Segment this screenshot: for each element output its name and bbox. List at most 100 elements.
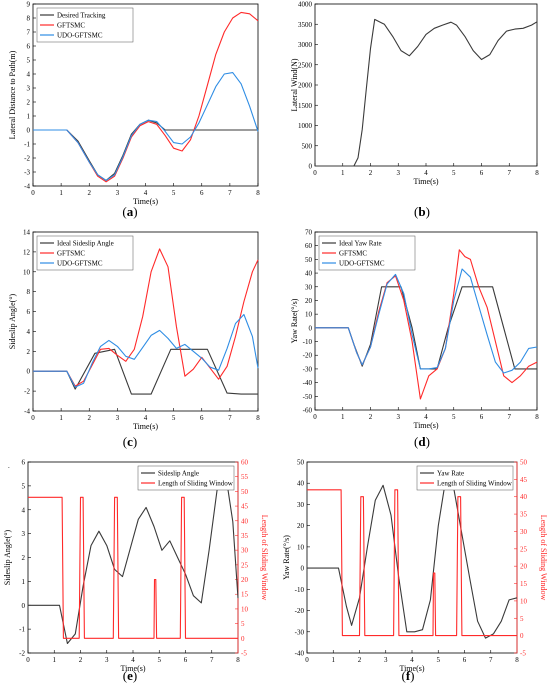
x-axis-label: Time(s) bbox=[120, 664, 145, 673]
panel-caption: (e) bbox=[123, 668, 137, 683]
legend-label: Length of Sliding Window bbox=[158, 480, 234, 488]
y-axis-label: Sideslip Angle(°) bbox=[8, 293, 17, 349]
y-tick-label: 6 bbox=[27, 43, 31, 51]
y-tick-label: -40 bbox=[303, 379, 313, 387]
x-tick-label: 8 bbox=[256, 414, 260, 422]
legend-box bbox=[416, 465, 514, 491]
x-tick-label: 8 bbox=[256, 189, 260, 197]
chart-f: 0 1 2 3 4 5 6 7 8Time(s)-40-30-20-1001020304050Y… bbox=[282, 459, 548, 684]
x-tick-label: 7 bbox=[228, 189, 232, 197]
y-tick-label: 0 bbox=[27, 368, 31, 376]
y2-tick-label: 40 bbox=[241, 517, 249, 525]
y2-tick-label: 35 bbox=[520, 511, 528, 519]
legend-label: Ideal Sideslip Angle bbox=[57, 240, 114, 248]
legend-label: UDO-GFTSMC bbox=[339, 260, 385, 268]
y-tick-label: 5 bbox=[27, 57, 31, 65]
y-axis-label: Lateral Wind(N) bbox=[290, 58, 299, 111]
y-tick-label: 30 bbox=[305, 283, 313, 291]
y-tick-label: 20 bbox=[297, 522, 305, 530]
x-tick-label: 0 bbox=[26, 656, 30, 664]
x-tick-label: 1 bbox=[53, 656, 57, 664]
x-axis-label: Time(s) bbox=[133, 197, 158, 206]
y-tick-label: 10 bbox=[297, 543, 305, 551]
y2-tick-label: 5 bbox=[520, 615, 524, 623]
y-tick-label: -4 bbox=[24, 183, 30, 191]
panel-caption: (c) bbox=[123, 434, 137, 449]
y-tick-label: -10 bbox=[295, 586, 305, 594]
y-tick-label: 1 bbox=[27, 113, 31, 121]
y-tick-label: 5 bbox=[22, 482, 26, 490]
x-tick-label: 8 bbox=[535, 413, 539, 421]
x-tick-label: 4 bbox=[424, 413, 428, 421]
x-tick-label: 4 bbox=[144, 189, 148, 197]
x-tick-label: 0 bbox=[313, 413, 317, 421]
y2-tick-label: 20 bbox=[241, 576, 249, 584]
legend: Sideslip Angle Length of Sliding Window bbox=[137, 465, 235, 491]
legend-label: GFTSMC bbox=[57, 250, 85, 258]
plot-frame bbox=[314, 3, 538, 167]
series-line-gftsmc bbox=[33, 11, 259, 183]
y2-tick-label: 25 bbox=[241, 561, 249, 569]
x-tick-label: 7 bbox=[508, 169, 512, 177]
y-tick-label: -40 bbox=[295, 650, 305, 658]
series-line-udo-gftsmc bbox=[33, 313, 259, 388]
x-tick-label: 5 bbox=[158, 656, 162, 664]
y-tick-label: 3500 bbox=[298, 21, 313, 29]
y2-tick-label: 15 bbox=[520, 580, 528, 588]
x-tick-label: 4 bbox=[144, 414, 148, 422]
chart-b: 0 1 2 3 4 5 6 7 8 Time(s) 0 500 1000 1500 2000 2500 3000… bbox=[290, 1, 539, 220]
y-tick-label: 0 bbox=[309, 163, 313, 171]
y-tick-label: -30 bbox=[303, 365, 313, 373]
x-tick-label: 3 bbox=[397, 413, 401, 421]
y-tick-label: 6 bbox=[27, 308, 31, 316]
y-tick-label: 3 bbox=[22, 530, 26, 538]
legend-label: Ideal Yaw Rate bbox=[339, 240, 382, 248]
y-tick-label: 4 bbox=[27, 328, 31, 336]
y-tick-label: -60 bbox=[303, 407, 313, 415]
x-tick-label: 5 bbox=[172, 414, 176, 422]
x-tick-label: 3 bbox=[105, 656, 109, 664]
y-tick-label: -1 bbox=[24, 141, 30, 149]
y-tick-label: 1500 bbox=[298, 102, 313, 110]
legend-label: Length of Sliding Window bbox=[437, 480, 513, 488]
x-tick-label: 4 bbox=[410, 656, 414, 664]
x-axis-label: Time(s) bbox=[133, 422, 158, 431]
y-tick-label: 0 bbox=[22, 602, 26, 610]
x-axis-label: Time(s) bbox=[413, 421, 438, 430]
plot-frame bbox=[306, 461, 518, 654]
y-tick-label: 20 bbox=[305, 297, 313, 305]
panel-caption: (a) bbox=[122, 204, 137, 219]
x-tick-label: 6 bbox=[184, 656, 188, 664]
y-tick-label: 10 bbox=[305, 311, 313, 319]
panel-caption: (f) bbox=[401, 668, 414, 683]
y2-tick-label: 50 bbox=[520, 459, 528, 467]
y-tick-label: 3000 bbox=[298, 41, 313, 49]
y2-tick-label: 35 bbox=[241, 532, 249, 540]
chart-d: 0 1 2 3 4 5 6 7 8 Time(s) -60 -50 -40 -30 -20 -10 0 10 20 3… bbox=[290, 229, 539, 450]
x-tick-label: 7 bbox=[489, 656, 493, 664]
y2-axis-label: Length of Sliding Window bbox=[539, 515, 548, 601]
y-tick-label: -2 bbox=[24, 155, 30, 163]
y-tick-label: 4000 bbox=[298, 1, 313, 9]
y-tick-label: 12 bbox=[23, 248, 31, 256]
legend-label: Yaw Rate bbox=[437, 470, 464, 478]
y2-tick-label: 25 bbox=[520, 545, 528, 553]
x-axis-label: Time(s) bbox=[399, 664, 424, 673]
x-tick-label: 0 bbox=[31, 414, 35, 422]
x-tick-label: 5 bbox=[172, 189, 176, 197]
chart-a: 0 1 2 3 4 5 6 7 8 Time(s) -4 -3 -2 -1 0 1 2 3 4 5 6 7 8 9 Latera… bbox=[8, 1, 260, 220]
y-tick-label: -2 bbox=[24, 388, 30, 396]
y-tick-label: -10 bbox=[303, 338, 313, 346]
y-tick-label: 50 bbox=[305, 256, 313, 264]
x-tick-label: 2 bbox=[88, 189, 92, 197]
x-tick-label: 8 bbox=[236, 656, 240, 664]
y-tick-label: 4 bbox=[22, 506, 26, 514]
x-tick-label: 6 bbox=[200, 189, 204, 197]
y-tick-label: 10 bbox=[23, 268, 31, 276]
x-tick-label: 4 bbox=[131, 656, 135, 664]
y-tick-label: 30 bbox=[297, 501, 305, 509]
y-tick-label: 2500 bbox=[298, 61, 313, 69]
x-tick-label: 1 bbox=[341, 413, 345, 421]
y-tick-label: 4 bbox=[27, 71, 31, 79]
x-tick-label: 6 bbox=[200, 414, 204, 422]
